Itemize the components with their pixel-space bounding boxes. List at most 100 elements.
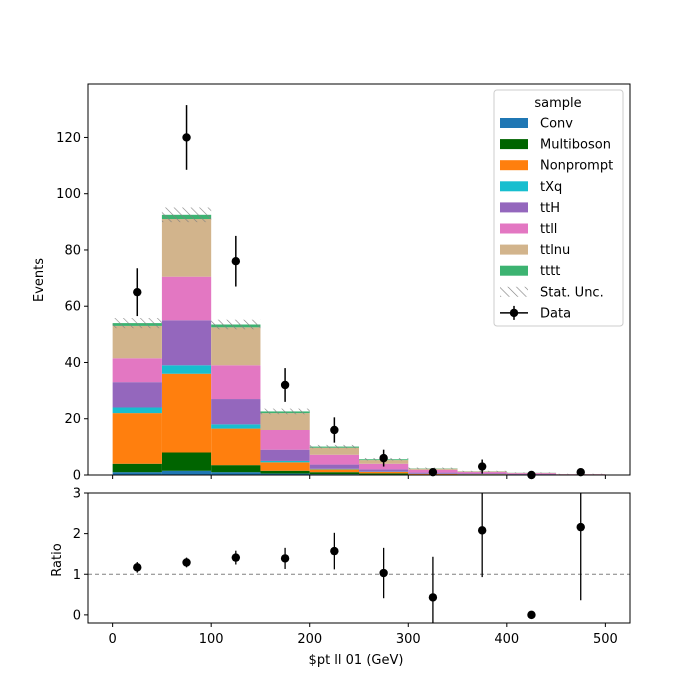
bar-txq-bin-2: [211, 424, 261, 429]
legend-item-data: Data: [500, 305, 571, 321]
ratio-point-1: [182, 558, 191, 567]
ratio-y-tick-label: 3: [73, 487, 81, 502]
stacked-bars: [112, 214, 606, 475]
ratio-x-tick-label: 300: [396, 632, 421, 647]
legend-label: Nonprompt: [540, 159, 613, 174]
bar-ttll-bin-1: [161, 276, 212, 321]
legend-item-multiboson: Multiboson: [500, 138, 611, 153]
main-y-tick-label: 20: [64, 412, 81, 427]
bar-txq-bin-0: [112, 407, 162, 414]
ratio-y-tick-label: 1: [73, 568, 81, 583]
legend-item-nonprompt: Nonprompt: [500, 159, 613, 174]
bar-nonprompt-bin-4: [309, 469, 359, 473]
bar-txq-bin-1: [161, 365, 212, 374]
bar-ttll-bin-4: [309, 454, 359, 465]
bar-ttlnu-bin-3: [260, 413, 310, 430]
bar-ttlnu-bin-2: [211, 327, 261, 366]
stat-unc-band-bin-4: [309, 444, 359, 449]
legend-label: Data: [540, 306, 571, 321]
bar-txq-bin-3: [260, 460, 310, 463]
bar-conv-bin-1: [161, 470, 212, 475]
data-point-4: [330, 425, 339, 435]
bar-ttlnu-bin-1: [161, 219, 212, 277]
ratio-point-9: [576, 522, 585, 532]
ratio-point-4: [330, 546, 339, 556]
ratio-point-2: [231, 553, 241, 562]
ratio-point-7: [477, 526, 487, 535]
ratio-point-3: [280, 554, 290, 563]
legend-item-tth: ttH: [500, 201, 560, 216]
bar-conv-bin-2: [211, 472, 261, 475]
bar-conv-bin-3: [260, 473, 310, 475]
stat-unc-band-bin-0: [112, 318, 162, 329]
ratio-axes-frame: [87, 492, 631, 624]
bar-nonprompt-bin-0: [112, 413, 162, 464]
bar-nonprompt-bin-3: [260, 462, 310, 471]
main-y-tick-label: 40: [64, 356, 81, 371]
legend-item-txq: tXq: [500, 180, 562, 195]
stat-unc-band-bin-1: [161, 207, 212, 223]
bar-multiboson-bin-5: [359, 473, 409, 475]
ratio-x-tick-label: 0: [108, 632, 116, 647]
bar-tth-bin-5: [359, 469, 409, 472]
bar-multiboson-bin-4: [309, 472, 359, 475]
ratio-x-tick-label: 100: [199, 632, 224, 647]
data-point-2: [231, 257, 241, 266]
bar-tth-bin-3: [260, 449, 310, 461]
ratio-point-8: [527, 610, 536, 620]
bar-ttlnu-bin-4: [309, 447, 359, 455]
legend-item-conv: Conv: [500, 117, 573, 132]
legend-swatch: [500, 265, 528, 276]
legend-swatch: [500, 118, 528, 128]
legend-label: Stat. Unc.: [540, 285, 604, 300]
x-axis-label: $pt ll 01 (GeV): [309, 653, 404, 668]
bar-multiboson-bin-3: [260, 470, 310, 474]
legend-swatch: [500, 286, 528, 297]
data-point-6: [428, 467, 438, 477]
legend-label: ttll: [540, 222, 557, 237]
bar-tth-bin-4: [309, 464, 359, 469]
bar-nonprompt-bin-2: [211, 428, 261, 466]
legend-title: sample: [534, 96, 581, 111]
ratio-x-tick-label: 500: [593, 632, 618, 647]
legend-item-ttll: ttll: [500, 222, 557, 237]
legend-item-stat-unc: Stat. Unc.: [500, 285, 604, 300]
legend-label: Multiboson: [540, 138, 611, 153]
bar-multiboson-bin-0: [112, 463, 162, 473]
legend-label: tXq: [540, 180, 562, 195]
main-axes-frame: [87, 83, 631, 476]
data-point-5: [379, 453, 388, 463]
legend-label: ttlnu: [540, 243, 570, 258]
legend-marker-point: [509, 308, 519, 318]
legend-items: Conv Multiboson Nonprompt tXq ttH ttll ttlnu tt…: [500, 117, 613, 321]
legend-swatch: [500, 139, 528, 150]
bar-multiboson-bin-1: [161, 452, 212, 471]
main-y-tick-label: 100: [56, 187, 81, 202]
main-y-tick-label: 120: [56, 131, 81, 146]
data-points: [133, 105, 585, 480]
main-y-tick-label: 80: [64, 243, 81, 258]
main-y-axis-label: Events: [32, 258, 47, 302]
ratio-y-tick-label: 2: [73, 527, 81, 542]
data-point-0: [133, 287, 142, 297]
legend-label: Conv: [540, 117, 573, 132]
bar-tth-bin-7: [457, 473, 507, 475]
ratio-point-0: [133, 563, 142, 572]
data-point-9: [576, 467, 585, 477]
legend-item-tttt: tttt: [500, 264, 560, 279]
bar-tth-bin-2: [211, 399, 261, 425]
bar-ttll-bin-0: [112, 358, 162, 383]
bar-multiboson-bin-2: [211, 465, 261, 473]
bar-conv-bin-0: [112, 472, 162, 475]
ratio-point-6: [428, 593, 438, 602]
stat-unc-band-bin-3: [260, 408, 310, 415]
legend-swatch: [500, 202, 528, 213]
legend-swatch: [500, 223, 528, 234]
main-y-tick-label: 0: [73, 469, 81, 484]
data-point-7: [477, 462, 487, 471]
legend-label: ttH: [540, 201, 560, 216]
main-y-tick-label: 60: [64, 300, 81, 315]
ratio-points: [133, 493, 585, 623]
ratio-point-5: [379, 568, 388, 578]
